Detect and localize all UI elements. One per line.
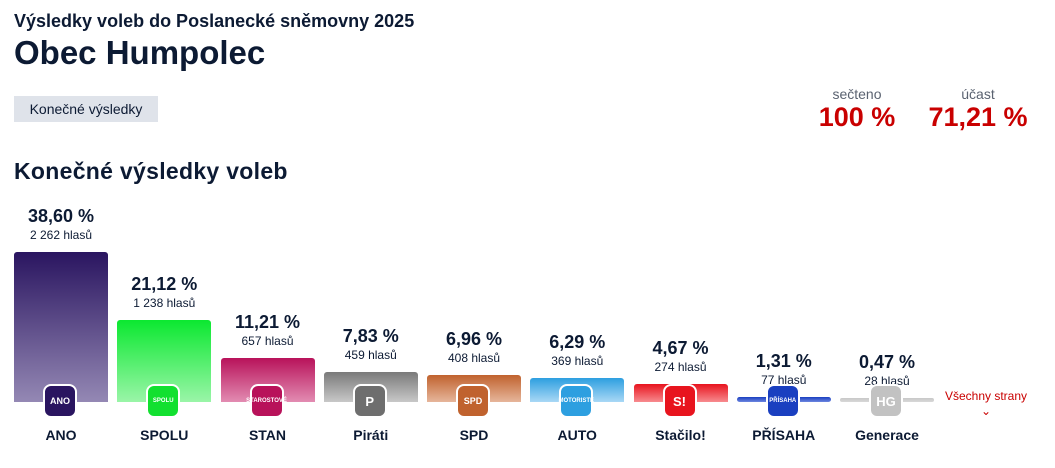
party-name: ANO (45, 427, 77, 443)
party-logo-icon: MOTORISTÉ (558, 384, 595, 418)
party-logo-text: ANO (50, 396, 70, 406)
party-percent: 7,83 % (342, 325, 399, 346)
party-logo-icon: SPOLU (146, 384, 181, 418)
party-votes: 657 hlasů (241, 334, 294, 349)
party-name: SPD (459, 427, 489, 443)
party-percent: 0,47 % (858, 352, 916, 372)
counted-label: sečteno (832, 86, 882, 102)
party-logo-text: HG (876, 393, 896, 409)
party-column[interactable]: 0,47 % 28 hlasů HG Generace (840, 0, 934, 468)
party-name: SPOLU (140, 427, 189, 443)
party-votes: 459 hlasů (344, 347, 397, 362)
party-votes: 2 262 hlasů (29, 228, 93, 242)
turnout-label: účast (961, 86, 995, 102)
page-title: Obec Humpolec (14, 34, 266, 71)
counted-value: 100 % (818, 102, 896, 132)
party-name: Piráti (353, 427, 389, 443)
party-percent: 21,12 % (131, 273, 198, 294)
party-logo-icon: STAROSTOVÉ (246, 384, 287, 418)
all-parties-label: Všechny strany (944, 389, 1028, 403)
final-results-badge[interactable]: Konečné výsledky (14, 96, 158, 122)
party-name: Stačilo! (655, 427, 706, 443)
supertitle: Výsledky voleb do Poslanecké sněmovny 20… (14, 11, 415, 31)
turnout-stat: účast 71,21 % (922, 86, 1034, 133)
party-logo-icon: P (352, 384, 387, 418)
party-logo-text: SPD (463, 396, 483, 406)
party-votes: 77 hlasů (761, 372, 807, 387)
party-name: STAN (248, 427, 287, 443)
party-column[interactable]: 11,21 % 657 hlasů STAROSTOVÉ STAN (220, 0, 315, 468)
party-name: PŘÍSAHA (752, 427, 816, 443)
party-logo-text: STAROSTOVÉ (246, 398, 287, 404)
party-name: Generace (855, 427, 919, 443)
party-percent: 4,67 % (652, 337, 709, 358)
party-logo-icon: S! (662, 384, 697, 418)
party-name: AUTO (557, 427, 597, 443)
counted-stat: sečteno 100 % (812, 86, 902, 133)
party-logo-text: SPOLU (152, 398, 174, 404)
all-parties-link[interactable]: Všechny strany ⌄ (940, 389, 1032, 417)
party-column[interactable]: 1,31 % 77 hlasů PŘÍSAHA PŘÍSAHA (736, 0, 831, 468)
party-percent: 11,21 % (234, 312, 301, 333)
party-column[interactable]: 6,29 % 369 hlasů MOTORISTÉ AUTO (530, 0, 625, 468)
party-logo-icon: HG (869, 384, 903, 418)
party-votes: 1 238 hlasů (133, 295, 196, 310)
chevron-down-icon: ⌄ (980, 404, 992, 418)
party-votes: 274 hlasů (654, 359, 707, 374)
party-logo-text: MOTORISTÉ (558, 398, 595, 404)
party-column[interactable]: 21,12 % 1 238 hlasů SPOLU SPOLU (117, 0, 212, 468)
party-logo-text: S! (673, 393, 686, 409)
party-logo-icon: SPD (456, 384, 490, 418)
party-percent: 6,29 % (549, 331, 606, 352)
party-percent: 6,96 % (445, 328, 503, 349)
section-title: Konečné výsledky voleb (14, 158, 288, 184)
party-logo-text: PŘÍSAHA (769, 398, 797, 404)
party-column[interactable]: 7,83 % 459 hlasů P Piráti (323, 0, 418, 468)
party-column[interactable]: 6,96 % 408 hlasů SPD SPD (427, 0, 521, 468)
party-logo-icon: PŘÍSAHA (765, 384, 800, 418)
party-percent: 38,60 % (27, 206, 95, 226)
party-bar (14, 252, 108, 402)
party-votes: 369 hlasů (551, 353, 604, 368)
party-logo-text: P (365, 393, 375, 409)
party-votes: 408 hlasů (447, 350, 501, 365)
turnout-value: 71,21 % (928, 102, 1028, 132)
party-column[interactable]: 4,67 % 274 hlasů S! Stačilo! (633, 0, 728, 468)
party-logo-icon: ANO (43, 384, 77, 418)
party-column[interactable]: 38,60 % 2 262 hlasů ANO ANO (14, 0, 108, 468)
party-percent: 1,31 % (755, 350, 812, 371)
